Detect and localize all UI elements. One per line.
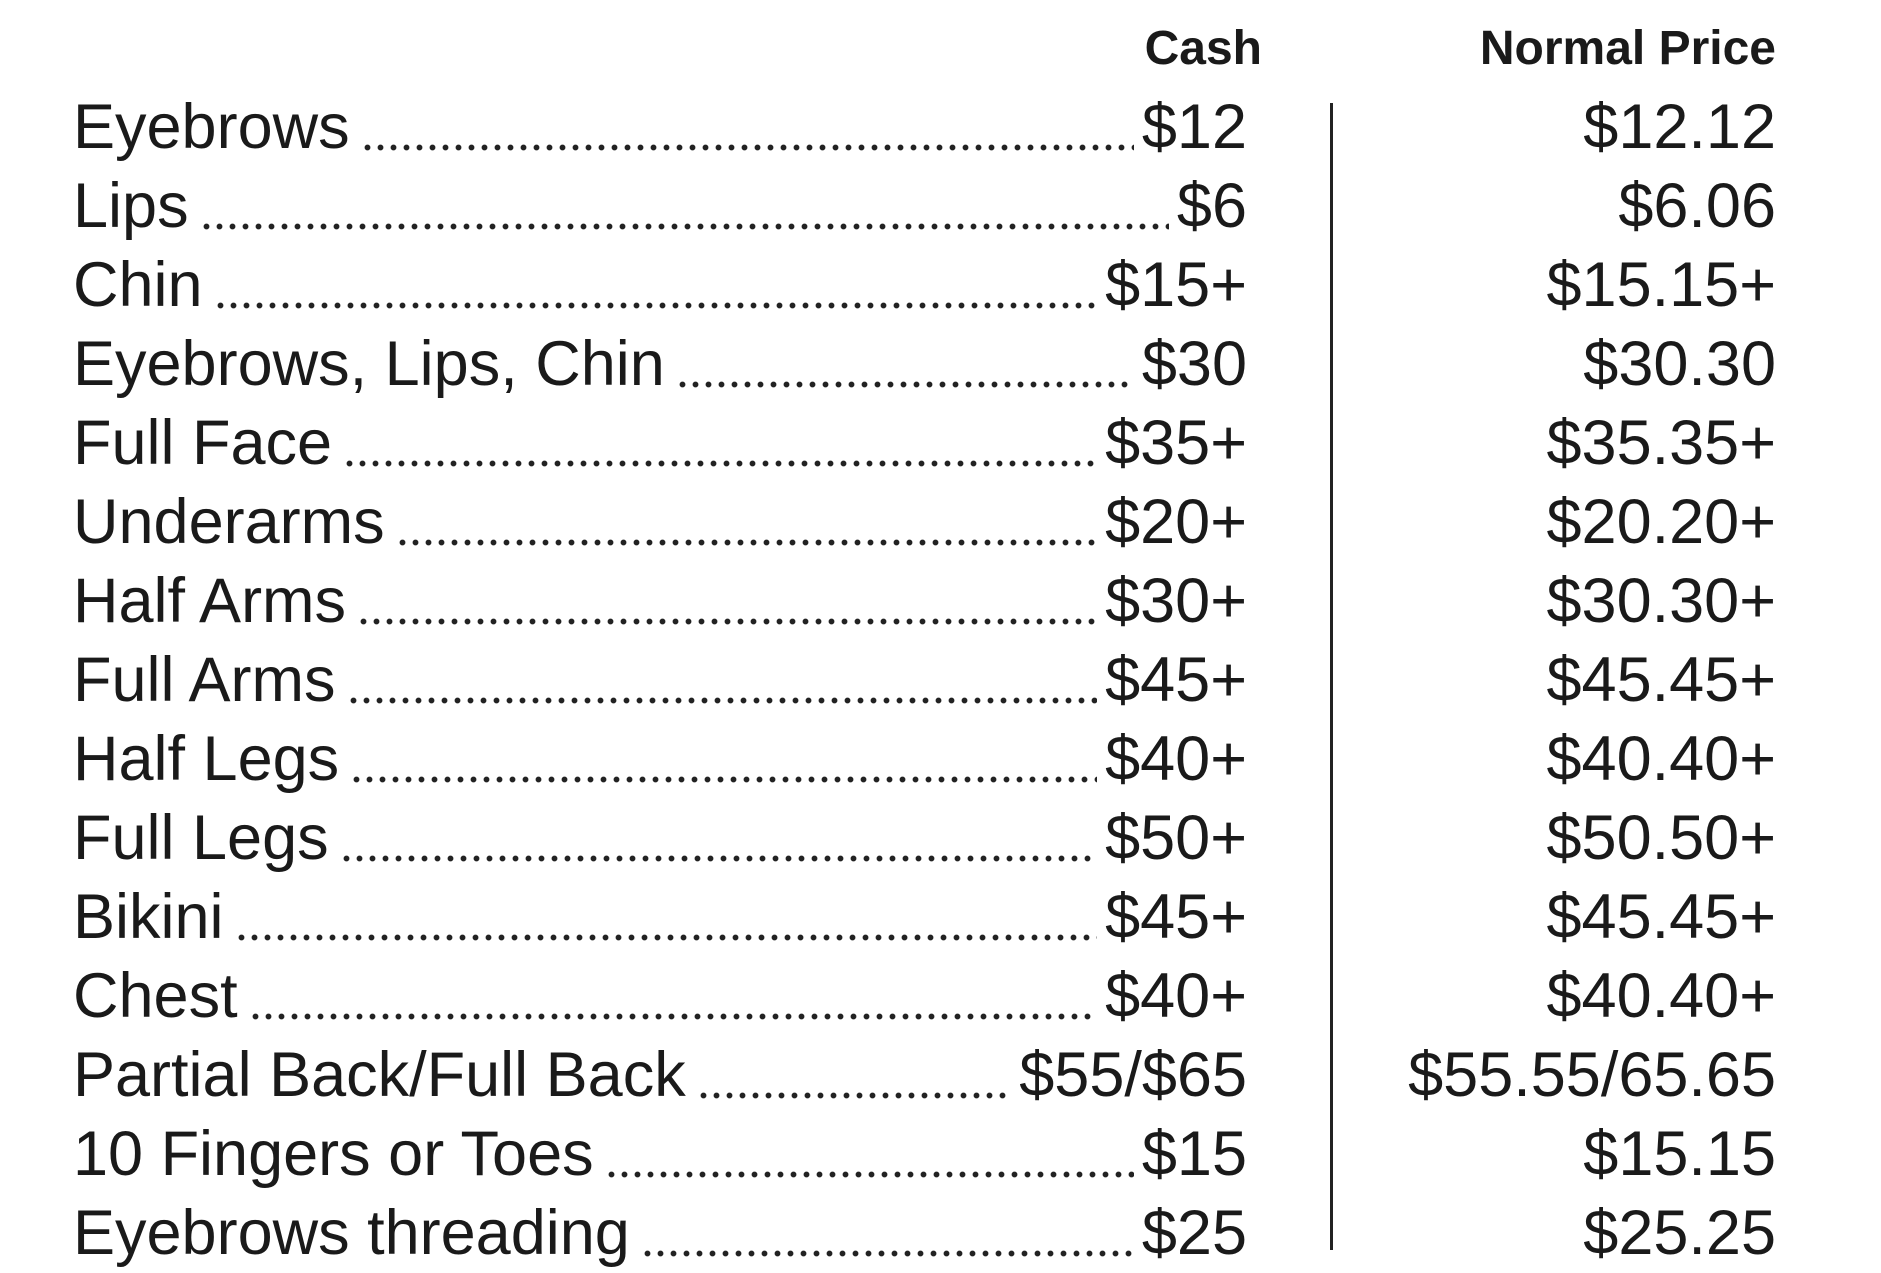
cash-price: $30: [1141, 329, 1247, 399]
price-row: Chin $15+: [73, 246, 1247, 325]
cash-price: $15: [1141, 1119, 1247, 1189]
normal-price: $30.30+: [1546, 566, 1776, 636]
dot-leader: [354, 562, 1098, 641]
price-row: Underarms $20+: [73, 483, 1247, 562]
cash-price: $25: [1141, 1198, 1247, 1268]
normal-price: $30.30: [1583, 329, 1776, 399]
normal-price: $35.35+: [1546, 408, 1776, 478]
price-row: Full Legs $50+: [73, 799, 1247, 878]
dot-leader: [196, 167, 1169, 246]
price-row: Eyebrows threading $25: [73, 1194, 1247, 1273]
normal-price: $40.40+: [1546, 724, 1776, 794]
service-name: Eyebrows: [73, 92, 350, 162]
dot-leader: [336, 799, 1098, 878]
normal-price-header: Normal Price: [1479, 22, 1776, 75]
normal-price: $25.25: [1583, 1198, 1776, 1268]
normal-price: $45.45+: [1546, 882, 1776, 952]
service-name: Partial Back/Full Back: [73, 1040, 686, 1110]
service-name: Full Legs: [73, 803, 329, 873]
price-row: Chest $40+: [73, 957, 1247, 1036]
dot-leader: [357, 88, 1134, 167]
service-name: Eyebrows threading: [73, 1198, 630, 1268]
cash-price: $45+: [1105, 645, 1247, 715]
price-row: Half Legs $40+: [73, 720, 1247, 799]
cash-price: $50+: [1105, 803, 1247, 873]
cash-price: $40+: [1105, 724, 1247, 794]
service-name: Full Arms: [73, 645, 336, 715]
cash-price: $35+: [1105, 408, 1247, 478]
dot-leader: [392, 483, 1098, 562]
normal-price: $15.15+: [1546, 250, 1776, 320]
service-name: Chest: [73, 961, 238, 1031]
service-name: 10 Fingers or Toes: [73, 1119, 594, 1189]
cash-price: $15+: [1105, 250, 1247, 320]
dot-leader: [347, 720, 1098, 799]
service-name: Bikini: [73, 882, 224, 952]
dot-leader: [693, 1036, 1012, 1115]
dot-leader: [637, 1194, 1134, 1273]
normal-price: $40.40+: [1546, 961, 1776, 1031]
dot-leader: [672, 325, 1134, 404]
service-name: Eyebrows, Lips, Chin: [73, 329, 665, 399]
normal-price: $50.50+: [1546, 803, 1776, 873]
price-row: 10 Fingers or Toes $15: [73, 1115, 1247, 1194]
cash-price: $30+: [1105, 566, 1247, 636]
price-row: Full Arms $45+: [73, 641, 1247, 720]
price-row: Half Arms $30+: [73, 562, 1247, 641]
normal-price: $20.20+: [1546, 487, 1776, 557]
cash-price: $55/$65: [1019, 1040, 1247, 1110]
normal-price: $45.45+: [1546, 645, 1776, 715]
price-row: Bikini $45+: [73, 878, 1247, 957]
dot-leader: [245, 957, 1098, 1036]
service-name: Half Legs: [73, 724, 340, 794]
column-divider: [1330, 103, 1333, 1250]
service-name: Underarms: [73, 487, 385, 557]
normal-price: $6.06: [1618, 171, 1776, 241]
dot-leader: [340, 404, 1098, 483]
service-name: Half Arms: [73, 566, 347, 636]
cash-price: $45+: [1105, 882, 1247, 952]
normal-price: $15.15: [1583, 1119, 1776, 1189]
cash-price: $6: [1176, 171, 1247, 241]
price-row: Eyebrows, Lips, Chin $30: [73, 325, 1247, 404]
price-row: Full Face $35+: [73, 404, 1247, 483]
cash-price: $12: [1141, 92, 1247, 162]
dot-leader: [210, 246, 1098, 325]
price-row: Partial Back/Full Back $55/$65: [73, 1036, 1247, 1115]
service-name: Chin: [73, 250, 203, 320]
dot-leader: [231, 878, 1098, 957]
dot-leader: [601, 1115, 1134, 1194]
service-name: Full Face: [73, 408, 333, 478]
price-row: Lips $6: [73, 167, 1247, 246]
normal-price: $55.55/65.65: [1408, 1040, 1776, 1110]
service-name: Lips: [73, 171, 189, 241]
cash-price: $20+: [1105, 487, 1247, 557]
cash-header: Cash: [1144, 22, 1262, 75]
normal-price: $12.12: [1583, 92, 1776, 162]
dot-leader: [343, 641, 1098, 720]
cash-price: $40+: [1105, 961, 1247, 1031]
price-row: Eyebrows $12: [73, 88, 1247, 167]
